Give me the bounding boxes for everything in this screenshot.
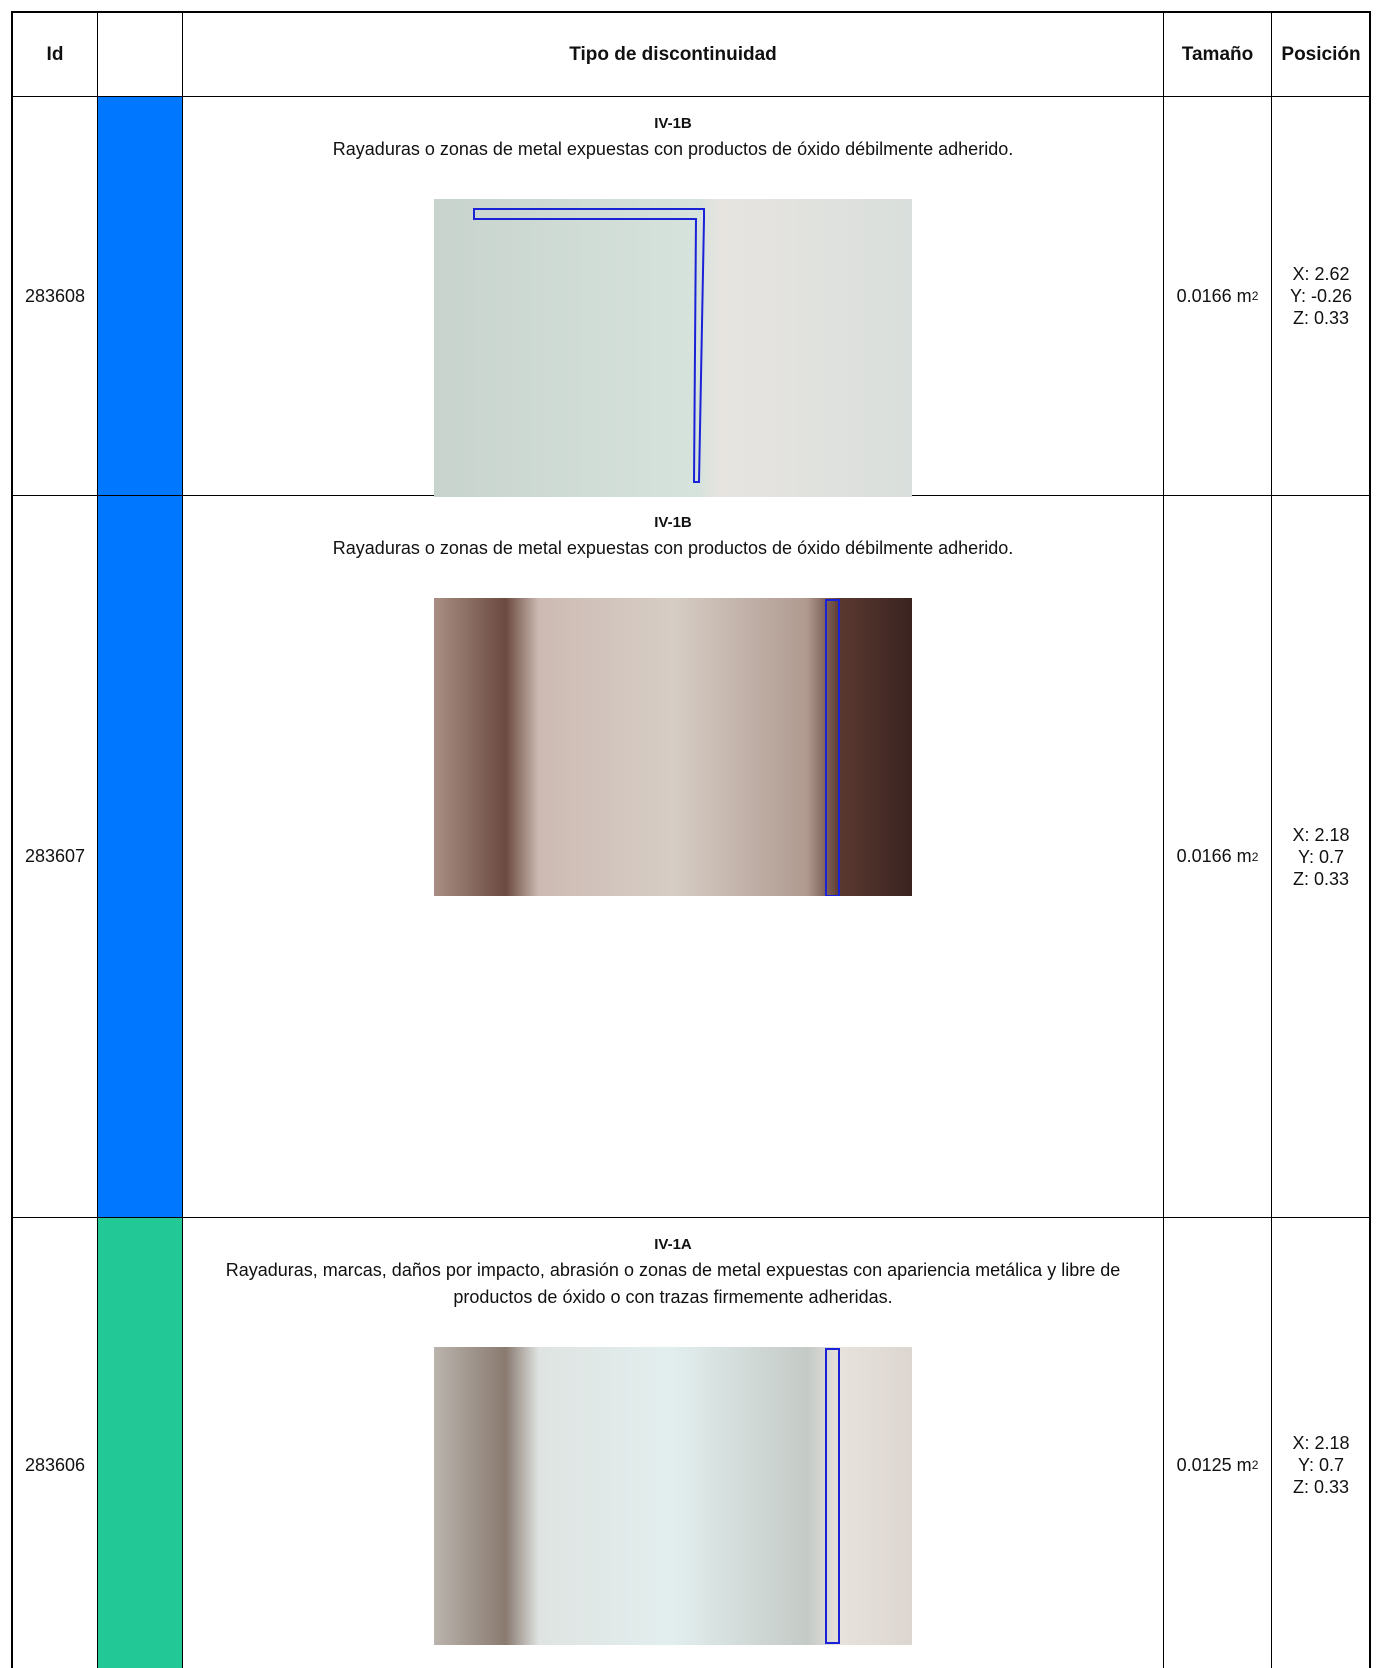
type-cell: IV-1A Rayaduras, marcas, daños por impact… (183, 1218, 1164, 1668)
position-line: Y: 0.7 (1297, 846, 1345, 867)
type-content: IV-1B Rayaduras o zonas de metal expuesta… (183, 97, 1163, 497)
position-lines: X: 2.18 Y: 0.7 Z: 0.33 (1292, 1432, 1349, 1498)
position-line: Z: 0.33 (1292, 1477, 1349, 1497)
type-cell: IV-1B Rayaduras o zonas de metal expuesta… (183, 97, 1164, 497)
outline (825, 599, 840, 896)
header-type: Tipo de discontinuidad (183, 13, 1164, 97)
outline (825, 1348, 840, 1644)
type-description: Rayaduras o zonas de metal expuestas con… (332, 139, 1014, 159)
size-value: 0.0166 m (1176, 285, 1252, 306)
position-line: Z: 0.33 (1292, 308, 1349, 328)
position-cell: X: 2.18 Y: 0.7 Z: 0.33 (1272, 1218, 1369, 1668)
type-description: Rayaduras o zonas de metal expuestas con… (332, 538, 1014, 558)
defect-outline (825, 599, 840, 896)
position-cell: X: 2.62 Y: -0.26 Z: 0.33 (1272, 97, 1369, 496)
position-line: Y: 0.7 (1297, 1455, 1345, 1475)
photo (434, 598, 912, 896)
position-line: Z: 0.33 (1292, 868, 1349, 889)
header-position: Posición (1272, 13, 1369, 97)
position-line: X: 2.62 (1292, 264, 1350, 284)
severity-color (98, 97, 183, 496)
outline (473, 208, 705, 483)
position-line: X: 2.18 (1292, 1433, 1350, 1453)
header-id: Id (13, 13, 98, 97)
severity-color (98, 1218, 183, 1668)
defect-outline (473, 208, 705, 483)
size-value: 0.0125 m (1176, 1454, 1252, 1475)
header-size: Tamaño (1164, 13, 1272, 97)
defect-outline (825, 1348, 840, 1644)
size-value: 0.0166 m (1176, 846, 1252, 866)
type-code: IV-1A (654, 1236, 692, 1253)
row-id: 283606 (13, 1218, 98, 1668)
position-lines: X: 2.62 Y: -0.26 Z: 0.33 (1290, 263, 1352, 329)
type-cell: IV-1B Rayaduras o zonas de metal expuesta… (183, 496, 1164, 1218)
type-description: Rayaduras, marcas, daños por impacto, ab… (225, 1260, 1121, 1307)
size-exponent: 2 (1251, 289, 1259, 303)
position-lines: X: 2.18 Y: 0.7 Z: 0.33 (1292, 824, 1349, 890)
photo (434, 199, 912, 497)
position-line: Y: -0.26 (1289, 286, 1353, 306)
table: Id Tipo de discontinuidad Tamaño Posición 28… (11, 11, 1371, 1668)
type-content: IV-1B Rayaduras o zonas de metal expuesta… (183, 496, 1163, 896)
photo (434, 1347, 912, 1645)
position-line: X: 2.18 (1292, 824, 1350, 845)
type-content: IV-1A Rayaduras, marcas, daños por impact… (183, 1218, 1163, 1645)
type-code: IV-1B (654, 115, 692, 132)
size-exponent: 2 (1251, 1458, 1259, 1472)
row-id: 283607 (13, 496, 98, 1218)
row-id: 283608 (13, 97, 98, 496)
position-cell: X: 2.18 Y: 0.7 Z: 0.33 (1272, 496, 1369, 1218)
size-exponent: 2 (1251, 849, 1259, 864)
severity-color (98, 496, 183, 1218)
type-code: IV-1B (654, 514, 692, 531)
header-blank (98, 13, 183, 97)
